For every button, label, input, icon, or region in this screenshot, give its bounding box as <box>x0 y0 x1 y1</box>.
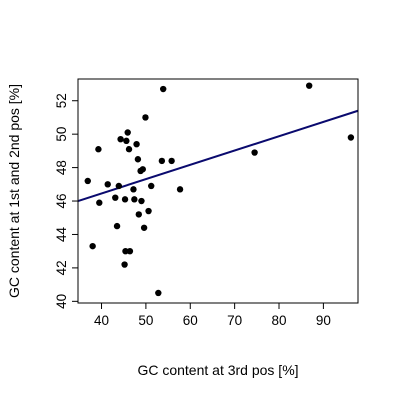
y-tick-label: 42 <box>54 260 69 275</box>
data-point <box>176 186 184 193</box>
data-point <box>142 114 149 121</box>
y-tick-label: 50 <box>54 127 69 142</box>
data-point <box>130 186 137 193</box>
data-point <box>155 289 162 297</box>
x-tick-label: 70 <box>227 313 242 328</box>
data-point <box>122 247 129 255</box>
x-tick-label: 40 <box>94 313 109 328</box>
data-point <box>89 242 96 250</box>
data-point <box>133 140 140 148</box>
data-point <box>96 199 103 206</box>
data-point <box>121 261 128 268</box>
data-point <box>121 196 129 203</box>
data-point <box>134 156 142 163</box>
y-axis-label: GC content at 1st and 2nd pos [%] <box>6 84 22 298</box>
data-point <box>305 82 313 89</box>
data-point <box>158 157 166 165</box>
data-point <box>84 177 91 185</box>
x-axis-label: GC content at 3rd pos [%] <box>137 362 298 378</box>
data-point <box>140 224 148 231</box>
y-tick-label: 48 <box>54 160 69 175</box>
data-point <box>139 166 146 173</box>
x-tick-label: 90 <box>316 313 331 328</box>
axes-layer: 40 50 60 70 80 90 40 42 44 46 48 50 52 <box>54 78 359 328</box>
y-axis: 40 42 44 46 48 50 52 <box>54 93 78 309</box>
y-tick-label: 40 <box>54 294 69 309</box>
data-point <box>159 85 167 93</box>
data-point <box>131 196 138 203</box>
data-point <box>124 129 131 136</box>
data-point <box>113 222 121 230</box>
data-point <box>117 135 124 143</box>
data-point <box>126 247 134 255</box>
data-point <box>148 182 155 190</box>
data-point <box>112 194 119 201</box>
data-point <box>138 197 145 205</box>
data-point <box>95 146 102 153</box>
y-tick-label: 52 <box>54 93 69 108</box>
regression-line <box>77 109 359 202</box>
data-point <box>125 146 133 153</box>
x-tick-label: 80 <box>271 313 286 328</box>
x-tick-label: 60 <box>183 313 198 328</box>
fit-line-layer <box>77 109 359 202</box>
data-point <box>251 149 258 156</box>
points-layer <box>84 82 355 297</box>
x-tick-label: 50 <box>138 313 153 328</box>
data-point <box>168 157 175 165</box>
data-point <box>145 207 152 215</box>
y-tick-label: 44 <box>54 226 69 242</box>
plot-frame <box>77 78 359 304</box>
data-point <box>115 182 123 190</box>
data-point <box>104 181 111 188</box>
data-point <box>347 134 355 141</box>
data-point <box>135 211 142 218</box>
data-point <box>123 137 130 145</box>
x-axis: 40 50 60 70 80 90 <box>94 303 331 328</box>
y-tick-label: 46 <box>54 194 69 209</box>
